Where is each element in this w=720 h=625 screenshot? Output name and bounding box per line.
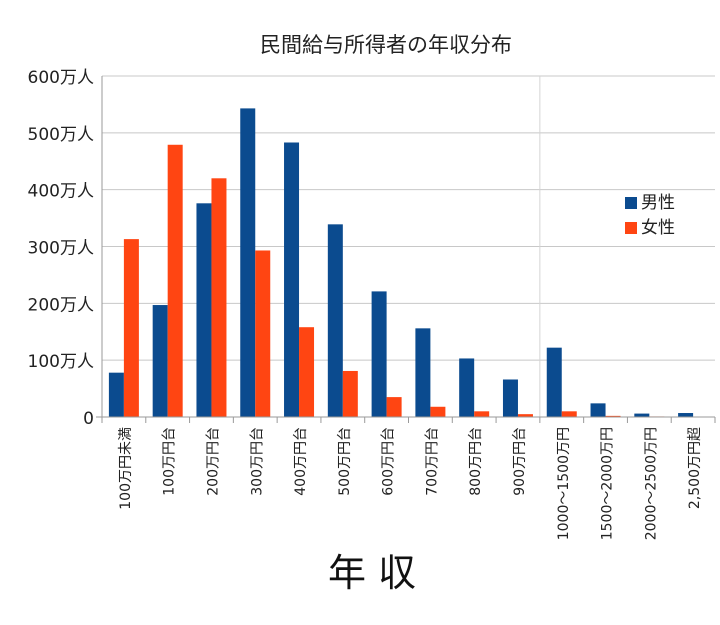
legend-label-female: 女性 [641,218,675,238]
x-tick-label: 700万円台 [424,427,440,496]
x-tick-label: 1500～2000万円 [600,427,616,540]
x-tick-labels: 100万円未満 100万円台 200万円台 300万円台 400万円台 500万円台 600… [118,427,703,540]
bar-male-3 [240,108,256,418]
chart-title: 民間給与所得者の年収分布 [260,33,512,57]
bar-female-7 [430,406,446,417]
legend-swatch-female [625,222,637,234]
bar-female-9 [517,414,533,417]
bar-male-13 [678,413,694,417]
x-axis-label: 年 収 [328,551,416,595]
x-tick-label: 1000～1500万円 [556,427,572,540]
bar-female-0 [123,239,139,417]
x-tick-label: 800万円台 [468,427,484,496]
bar-female-2 [211,178,227,417]
x-tick-label: 2000～2500万円 [643,427,659,540]
y-tick-label: 400万人 [28,182,94,202]
bar-female-5 [342,370,358,417]
x-tick-label: 400万円台 [293,427,309,496]
bar-female-10 [561,411,577,417]
bar-female-4 [299,327,315,417]
bar-female-1 [167,144,183,418]
y-tick-label: 600万人 [28,68,94,88]
x-tick-label: 2,500万円超 [687,427,703,509]
legend-swatch-male [625,197,637,209]
x-tick-label: 200万円台 [205,427,221,496]
bar-female-3 [255,250,271,417]
x-tick-label: 100万円未満 [118,427,134,510]
y-tick-labels: 0 100万人 200万人 300万人 400万人 500万人 600万人 [28,68,94,429]
bar-male-6 [371,291,387,417]
y-tick-label: 100万人 [28,352,94,372]
bar-male-2 [196,203,212,417]
y-tick-label: 0 [83,409,94,429]
bars [108,108,694,418]
y-tick-label: 200万人 [28,295,94,315]
bar-male-9 [502,379,518,417]
bar-female-8 [474,411,490,417]
y-tick-label: 500万人 [28,125,94,145]
x-tick-label: 100万円台 [162,427,178,496]
bar-male-8 [459,358,475,417]
bar-male-11 [590,403,606,417]
x-tick-label: 600万円台 [381,427,397,496]
bar-male-0 [108,372,124,417]
bar-male-1 [152,305,168,417]
bar-male-7 [415,328,431,417]
legend-label-male: 男性 [641,193,675,213]
bar-female-6 [386,397,402,417]
grid-lines [102,75,715,417]
y-tick-label: 300万人 [28,239,94,259]
bar-male-4 [284,142,300,417]
bar-male-10 [546,347,562,417]
bar-male-12 [634,413,650,417]
x-tick-label: 900万円台 [512,427,528,496]
x-tick-label: 300万円台 [249,427,265,496]
bar-male-5 [327,224,343,417]
x-tick-label: 500万円台 [337,427,353,496]
axes [96,76,716,423]
bar-female-11 [605,415,621,417]
